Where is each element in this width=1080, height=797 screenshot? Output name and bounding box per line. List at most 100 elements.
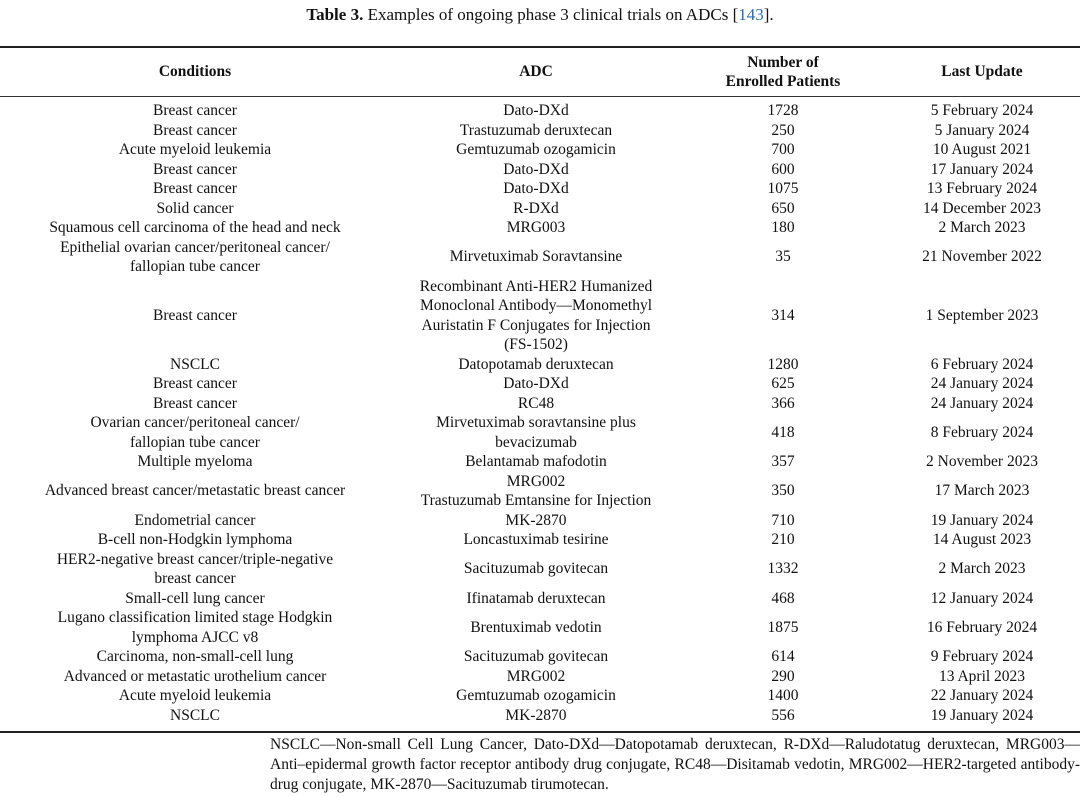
cell-enrolled-patients: 600	[771, 160, 795, 178]
cell-adc: MK-2870	[505, 706, 567, 724]
cell-last-update: 19 January 2024	[930, 511, 1034, 529]
cell-condition: Squamous cell carcinoma of the head and …	[49, 219, 341, 236]
cell-condition: Advanced or metastatic urothelium cancer	[63, 667, 327, 685]
table-row: Acute myeloid leukemia Gemtuzumab ozogami…	[0, 686, 1080, 706]
table-row: B-cell non-Hodgkin lymphoma Loncastuximab…	[0, 530, 1080, 550]
cell-last-update: 5 February 2024	[930, 102, 1034, 119]
cell-adc: Dato-DXd	[503, 375, 569, 392]
cell-adc: Belantamab mafodotin	[465, 453, 607, 470]
caption-label: Table 3.	[306, 5, 364, 24]
table-row: Breast cancer Dato-DXd 600 17 January 2024	[0, 160, 1080, 180]
cell-condition: Breast cancer	[153, 102, 237, 119]
cell-condition: NSCLC	[170, 355, 220, 373]
caption-end: ].	[763, 5, 774, 24]
cell-last-update: 17 January 2024	[930, 160, 1034, 178]
cell-condition: Lugano classification limited stage Hodg…	[57, 609, 333, 646]
table-row: Advanced or metastatic urothelium cancer…	[0, 667, 1080, 687]
cell-last-update: 2 March 2023	[938, 560, 1026, 578]
cell-adc: Datopotamab deruxtecan	[458, 355, 614, 373]
cell-adc: Sacituzumab govitecan	[463, 560, 609, 578]
cell-last-update: 6 February 2024	[930, 355, 1034, 373]
cell-enrolled-patients: 418	[771, 423, 795, 441]
cell-adc: Sacituzumab govitecan	[463, 648, 609, 665]
cell-adc: Mirvetuximab Soravtansine	[449, 248, 623, 266]
cell-enrolled-patients: 35	[775, 248, 791, 266]
cell-adc: Dato-DXd	[503, 180, 569, 197]
table-row: Carcinoma, non-small-cell lung Sacituzuma…	[0, 647, 1080, 667]
table-row: Solid cancer R-DXd 650 14 December 2023	[0, 199, 1080, 219]
table-row: Advanced breast cancer/metastatic breast…	[0, 472, 1080, 511]
cell-last-update: 12 January 2024	[930, 589, 1034, 607]
cell-enrolled-patients: 468	[771, 589, 795, 607]
cell-enrolled-patients: 290	[771, 667, 795, 685]
cell-condition: Acute myeloid leukemia	[118, 687, 272, 704]
table-row: NSCLC Datopotamab deruxtecan 1280 6 Februar…	[0, 355, 1080, 375]
cell-adc: MRG002	[506, 667, 566, 685]
cell-last-update: 19 January 2024	[930, 706, 1034, 724]
table-row: Small-cell lung cancer Ifinatamab deruxte…	[0, 589, 1080, 609]
table-row: Multiple myeloma Belantamab mafodotin 357 2…	[0, 452, 1080, 472]
cell-enrolled-patients: 1332	[767, 560, 799, 578]
table-row: HER2-negative breast cancer/triple-negat…	[0, 550, 1080, 589]
cell-adc: Dato-DXd	[503, 160, 569, 178]
cell-adc: MRG003	[506, 219, 566, 236]
table-caption: Table 3. Examples of ongoing phase 3 cli…	[0, 5, 1080, 25]
cell-last-update: 22 January 2024	[930, 687, 1034, 704]
cell-adc: R-DXd	[513, 199, 559, 217]
cell-condition: Carcinoma, non-small-cell lung	[96, 648, 294, 665]
cell-condition: Epithelial ovarian cancer/peritoneal can…	[60, 238, 330, 276]
cell-enrolled-patients: 614	[771, 648, 795, 665]
table-row: Lugano classification limited stage Hodg…	[0, 608, 1080, 647]
cell-condition: Multiple myeloma	[137, 453, 253, 470]
cell-enrolled-patients: 625	[771, 375, 795, 392]
cell-last-update: 8 February 2024	[930, 423, 1034, 441]
cell-condition: Breast cancer	[153, 306, 237, 324]
cell-last-update: 24 January 2024	[930, 394, 1034, 412]
cell-enrolled-patients: 210	[771, 531, 795, 548]
header-enrolled-patients: Number of Enrolled Patients	[725, 53, 841, 91]
table-row: Squamous cell carcinoma of the head and …	[0, 218, 1080, 238]
cell-last-update: 2 November 2023	[926, 453, 1038, 470]
cell-condition: Breast cancer	[153, 394, 237, 412]
cell-enrolled-patients: 1075	[767, 180, 799, 197]
reference-link[interactable]: 143	[738, 5, 764, 24]
cell-last-update: 2 March 2023	[938, 219, 1026, 236]
cell-condition: Small-cell lung cancer	[125, 589, 265, 607]
cell-condition: Acute myeloid leukemia	[118, 141, 272, 158]
cell-last-update: 9 February 2024	[930, 648, 1034, 665]
header-adc: ADC	[519, 63, 553, 81]
cell-enrolled-patients: 700	[771, 141, 795, 158]
cell-enrolled-patients: 1280	[767, 355, 799, 373]
cell-last-update: 17 March 2023	[934, 482, 1030, 500]
cell-last-update: 10 August 2021	[932, 141, 1032, 158]
cell-enrolled-patients: 180	[771, 219, 795, 236]
cell-adc: Loncastuximab tesirine	[463, 531, 609, 548]
cell-last-update: 21 November 2022	[922, 248, 1042, 266]
cell-last-update: 13 April 2023	[938, 667, 1026, 685]
caption-text: Examples of ongoing phase 3 clinical tri…	[363, 5, 739, 24]
cell-adc: MK-2870	[505, 511, 567, 529]
table-row: Breast cancer Dato-DXd 1075 13 February 202…	[0, 179, 1080, 199]
cell-adc: Recombinant Anti-HER2 Humanized Monoclon…	[419, 277, 653, 354]
cell-condition: Solid cancer	[156, 199, 234, 217]
cell-enrolled-patients: 650	[771, 199, 795, 217]
table-row: Endometrial cancer MK-2870 710 19 January 2…	[0, 511, 1080, 531]
cell-condition: HER2-negative breast cancer/triple-negat…	[56, 550, 334, 588]
cell-enrolled-patients: 350	[771, 482, 795, 500]
cell-adc: MRG002 Trastuzumab Emtansine for Injecti…	[420, 472, 652, 510]
cell-last-update: 14 December 2023	[923, 199, 1041, 217]
cell-last-update: 13 February 2024	[926, 180, 1038, 197]
header-row: Conditions ADC Number of Enrolled Patien…	[0, 47, 1080, 97]
table-row: Breast cancer Dato-DXd 1728 5 February 2024	[0, 97, 1080, 121]
cell-enrolled-patients: 1728	[767, 102, 799, 119]
cell-condition: Advanced breast cancer/metastatic breast…	[44, 482, 346, 500]
table-row: Breast cancer RC48 366 24 January 2024	[0, 394, 1080, 414]
cell-adc: Ifinatamab deruxtecan	[466, 589, 606, 607]
table-row: Breast cancer Trastuzumab deruxtecan 250 5 …	[0, 121, 1080, 141]
cell-adc: Brentuximab vedotin	[470, 618, 602, 636]
cell-enrolled-patients: 710	[771, 511, 795, 529]
header-last-update: Last Update	[941, 63, 1023, 81]
table-row: Epithelial ovarian cancer/peritoneal can…	[0, 238, 1080, 277]
cell-condition: Endometrial cancer	[134, 511, 256, 529]
table-row: Breast cancer Dato-DXd 625 24 January 2024	[0, 374, 1080, 394]
